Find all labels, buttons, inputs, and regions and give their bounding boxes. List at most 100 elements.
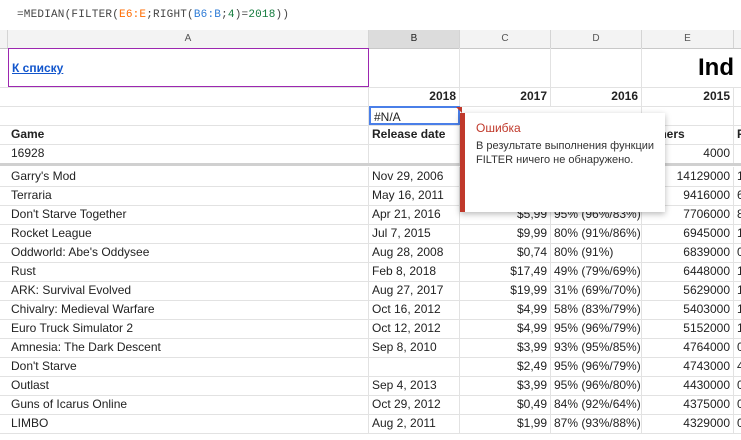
cell-owners[interactable]: 6839000 [642, 243, 734, 262]
cell-price[interactable]: $3,99 [460, 338, 551, 357]
cell-score[interactable]: 80% (91%) [551, 243, 642, 262]
cell-game[interactable]: Rocket League [8, 224, 369, 243]
corner-cell[interactable] [0, 30, 8, 48]
cell-price[interactable]: $3,99 [460, 376, 551, 395]
column-header-b[interactable]: B [369, 30, 460, 48]
cell[interactable] [8, 87, 369, 106]
cell-owners[interactable]: 5152000 [642, 319, 734, 338]
cell-p[interactable]: 4 [737, 359, 741, 373]
column-header-d[interactable]: D [551, 30, 642, 48]
cell[interactable] [642, 106, 734, 125]
cell-p[interactable]: 8 [737, 207, 741, 221]
cell-date[interactable]: Apr 21, 2016 [369, 205, 460, 224]
cell-p[interactable]: 1 [737, 302, 741, 316]
cell-score[interactable]: 93% (95%/85%) [551, 338, 642, 357]
cell-game[interactable]: Guns of Icarus Online [8, 395, 369, 414]
cell-date[interactable]: Aug 27, 2017 [369, 281, 460, 300]
cell-score[interactable]: 95% (96%/79%) [551, 357, 642, 376]
cell-score[interactable]: 87% (93%/88%) [551, 414, 642, 433]
cell-price[interactable]: $0,74 [460, 243, 551, 262]
formula-bar[interactable]: =MEDIAN(FILTER(E6:E;RIGHT(B6:B;4)=2018)) [0, 0, 741, 31]
formula-text[interactable]: =MEDIAN(FILTER(E6:E;RIGHT(B6:B;4)=2018)) [17, 9, 289, 21]
column-header-c[interactable]: C [460, 30, 551, 48]
cell-game[interactable]: ARK: Survival Evolved [8, 281, 369, 300]
cell[interactable] [369, 144, 460, 163]
cell-game[interactable]: Terraria [8, 186, 369, 205]
title-cell[interactable]: Ind [642, 48, 741, 87]
cell-owners[interactable]: 6448000 [642, 262, 734, 281]
cell-owners[interactable]: 5403000 [642, 300, 734, 319]
cell-owners[interactable]: 4743000 [642, 357, 734, 376]
cell-date[interactable]: Sep 8, 2010 [369, 338, 460, 357]
cell-game[interactable]: Don't Starve Together [8, 205, 369, 224]
cell-date[interactable]: Oct 29, 2012 [369, 395, 460, 414]
frozen-rows-divider[interactable] [0, 163, 741, 166]
label-p[interactable]: P [734, 125, 741, 144]
year-2016[interactable]: 2016 [551, 87, 642, 106]
cell-score[interactable]: 95% (96%/79%) [551, 319, 642, 338]
cell-game[interactable]: Euro Truck Simulator 2 [8, 319, 369, 338]
cell-score[interactable]: 58% (83%/79%) [551, 300, 642, 319]
cell-game[interactable]: Rust [8, 262, 369, 281]
year-2018[interactable]: 2018 [369, 87, 460, 106]
cell-p[interactable]: 1 [737, 169, 741, 183]
cell-game[interactable]: LIMBO [8, 414, 369, 433]
cell-game[interactable]: Outlast [8, 376, 369, 395]
cell-p[interactable]: 1 [737, 264, 741, 278]
cell[interactable] [551, 48, 642, 87]
cell[interactable] [8, 106, 369, 125]
cell-owners[interactable]: 14129000 [642, 167, 734, 186]
cell-price[interactable]: $2,49 [460, 357, 551, 376]
cell-date[interactable]: Aug 2, 2011 [369, 414, 460, 433]
cell-price[interactable]: $4,99 [460, 319, 551, 338]
cell-score[interactable]: 31% (69%/70%) [551, 281, 642, 300]
total-games[interactable]: 16928 [8, 144, 369, 163]
cell-date[interactable]: Aug 28, 2008 [369, 243, 460, 262]
cell[interactable] [369, 48, 460, 87]
cell-date[interactable]: Nov 29, 2006 [369, 167, 460, 186]
cell-p[interactable]: 0 [737, 416, 741, 430]
label-game[interactable]: Game [8, 125, 369, 144]
cell-game[interactable]: Garry's Mod [8, 167, 369, 186]
cell-date[interactable]: Oct 12, 2012 [369, 319, 460, 338]
cell-price[interactable]: $9,99 [460, 224, 551, 243]
cell-date[interactable]: Feb 8, 2018 [369, 262, 460, 281]
cell-price[interactable]: $4,99 [460, 300, 551, 319]
back-link-cell[interactable]: К списку [8, 48, 369, 87]
column-header-f[interactable] [734, 30, 741, 48]
selected-cell-error[interactable]: #N/A [369, 106, 460, 125]
year-2017[interactable]: 2017 [460, 87, 551, 106]
cell-game[interactable]: Oddworld: Abe's Oddysee [8, 243, 369, 262]
total-owners[interactable]: 4000 [642, 144, 734, 163]
cell-owners[interactable]: 6945000 [642, 224, 734, 243]
cell-owners[interactable]: 4375000 [642, 395, 734, 414]
cell-score[interactable]: 49% (79%/69%) [551, 262, 642, 281]
cell[interactable] [460, 48, 551, 87]
cell-price[interactable]: $1,99 [460, 414, 551, 433]
cell-owners[interactable]: 4430000 [642, 376, 734, 395]
cell-price[interactable]: $17,49 [460, 262, 551, 281]
cell-p[interactable]: 0 [737, 397, 741, 411]
cell-owners[interactable]: 4764000 [642, 338, 734, 357]
cell-p[interactable]: 0 [737, 378, 741, 392]
cell-date[interactable]: Sep 4, 2013 [369, 376, 460, 395]
column-header-a[interactable]: A [8, 30, 369, 48]
cell-score[interactable]: 84% (92%/64%) [551, 395, 642, 414]
cell-owners[interactable]: 7706000 [642, 205, 734, 224]
cell-p[interactable]: 0 [737, 340, 741, 354]
cell-p[interactable]: 6 [737, 188, 741, 202]
cell-p[interactable]: 1 [737, 321, 741, 335]
label-release-date[interactable]: Release date [369, 125, 460, 144]
column-header-e[interactable]: E [642, 30, 734, 48]
cell-owners[interactable]: 5629000 [642, 281, 734, 300]
cell-price[interactable]: $0,49 [460, 395, 551, 414]
cell-game[interactable]: Chivalry: Medieval Warfare [8, 300, 369, 319]
cell-p[interactable]: 1 [737, 283, 741, 297]
cell-date[interactable]: Jul 7, 2015 [369, 224, 460, 243]
cell-game[interactable]: Don't Starve [8, 357, 369, 376]
cell-game[interactable]: Amnesia: The Dark Descent [8, 338, 369, 357]
cell-p[interactable]: 1 [737, 226, 741, 240]
back-link[interactable]: К списку [12, 61, 64, 75]
cell-date[interactable] [369, 357, 460, 376]
cell-owners[interactable]: 9416000 [642, 186, 734, 205]
